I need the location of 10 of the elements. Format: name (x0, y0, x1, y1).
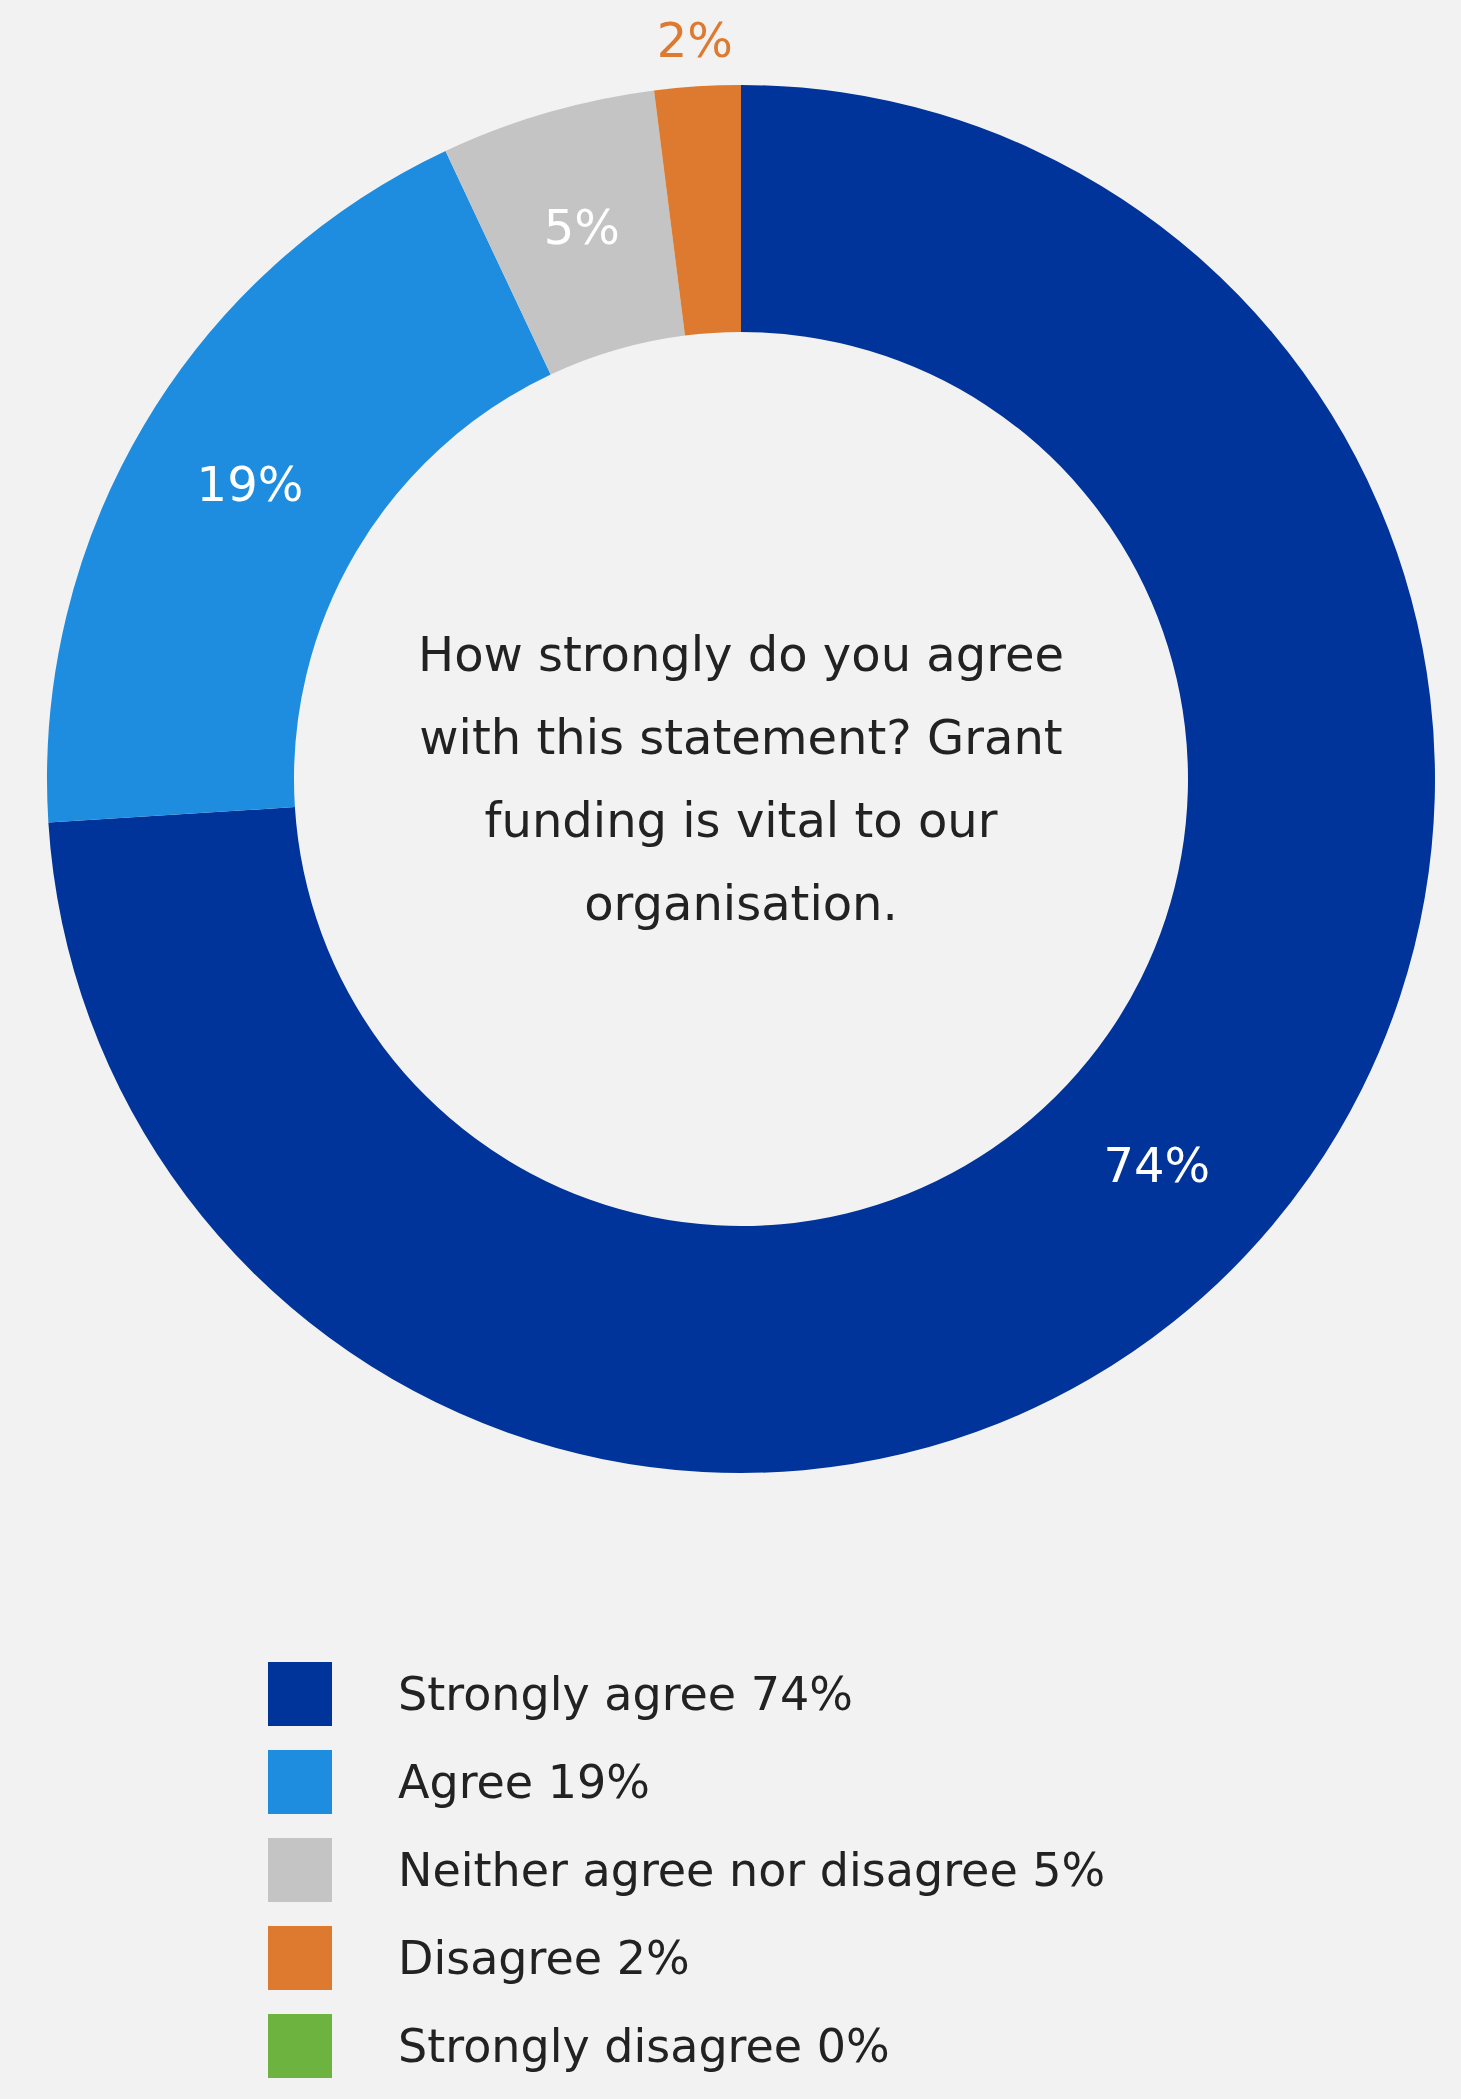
legend-label: Disagree 2% (398, 1931, 690, 1985)
data-label: 74% (1103, 1137, 1211, 1193)
legend-label: Strongly disagree 0% (398, 2019, 890, 2073)
legend-label: Agree 19% (398, 1755, 651, 1809)
data-label: 19% (196, 456, 304, 513)
legend-label: Neither agree nor disagree 5% (398, 1843, 1106, 1897)
text: How strongly do you agree with this statement? Grant funding is vital to our organisation. (417, 625, 1065, 933)
data-label: 5% (543, 198, 620, 255)
legend-label: Strongly agree 74% (398, 1667, 854, 1721)
data-label: 2% (656, 11, 733, 68)
